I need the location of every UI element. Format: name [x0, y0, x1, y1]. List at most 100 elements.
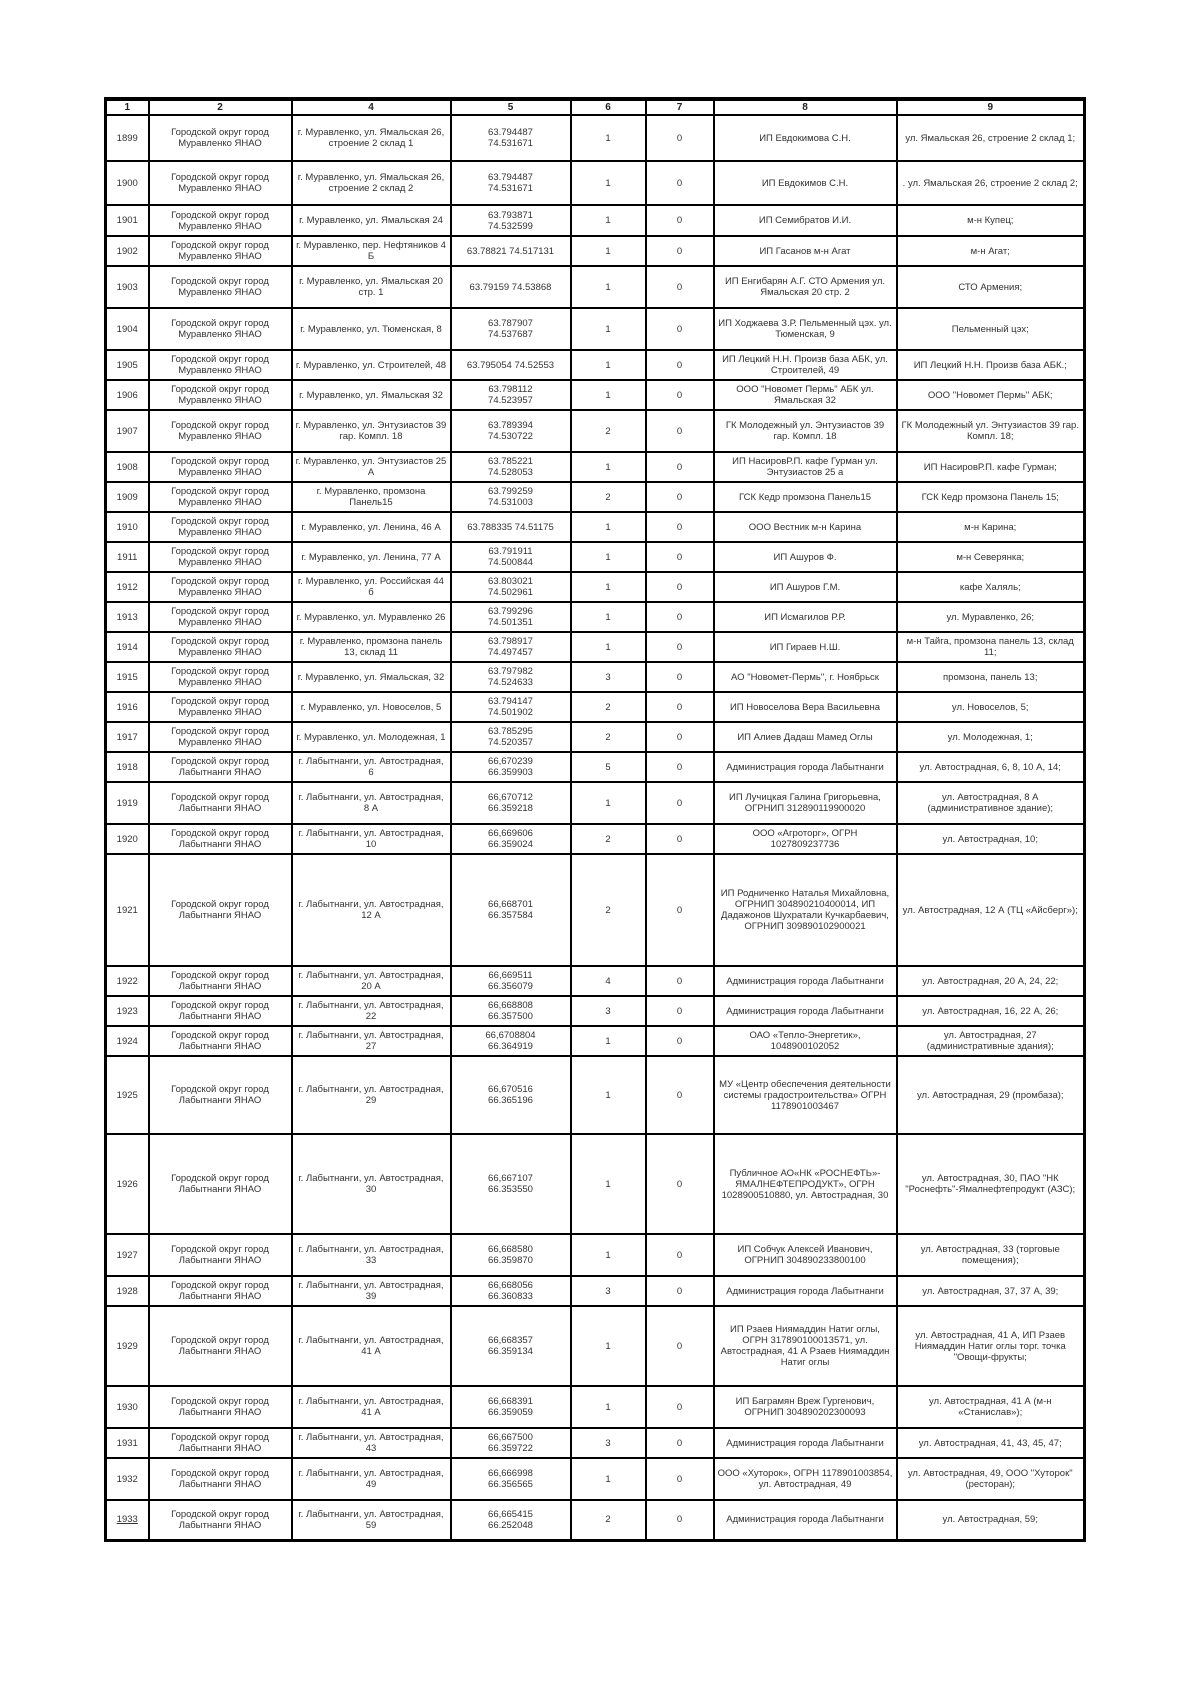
cell-count: 1 [569, 781, 647, 825]
cell-count: 1 [569, 511, 647, 543]
cell-address: г. Муравленко, ул. Российская 44 б [290, 571, 452, 603]
cell-coordinates: 63.797982 74.524633 [449, 661, 572, 693]
cell-row-number: 1912 [104, 571, 150, 603]
cell-objects: промзона, панель 13; [895, 661, 1086, 693]
column-header-4: 4 [290, 97, 452, 116]
cell-row-number: 1913 [104, 601, 150, 633]
cell-objects: м-н Северянка; [895, 541, 1086, 573]
cell-entity: Публичное АО«НК «РОСНЕФТЬ»-ЯМАЛНЕФТЕПРОД… [712, 1133, 898, 1235]
cell-district: Городской округ город Лабытнанги ЯНАО [147, 781, 293, 825]
cell-objects: ул. Автострадная, 41 А (м-н «Станислав»)… [895, 1385, 1086, 1429]
cell-district: Городской округ город Лабытнанги ЯНАО [147, 1305, 293, 1387]
cell-objects: ул. Автострадная, 41, 43, 45, 47; [895, 1427, 1086, 1459]
cell-coordinates: 63.798917 74.497457 [449, 631, 572, 663]
cell-district: Городской округ город Муравленко ЯНАО [147, 349, 293, 381]
cell-coordinates: 63.787907 74.537687 [449, 307, 572, 351]
cell-entity: Администрация города Лабытнанги [712, 1499, 898, 1541]
cell-coordinates: 63.79159 74.53868 [449, 265, 572, 309]
cell-zero: 0 [644, 541, 715, 573]
cell-zero: 0 [644, 481, 715, 513]
table-row: 1915 Городской округ город Муравленко ЯНА… [104, 661, 1086, 693]
column-header-6: 6 [569, 97, 647, 116]
cell-address: г. Лабытнанги, ул. Автострадная, 8 А [290, 781, 452, 825]
cell-count: 3 [569, 995, 647, 1027]
cell-district: Городской округ город Муравленко ЯНАО [147, 379, 293, 411]
cell-count: 3 [569, 1427, 647, 1459]
table-row: 1920 Городской округ город Лабытнанги ЯНА… [104, 823, 1086, 855]
table-row: 1932 Городской округ город Лабытнанги ЯНА… [104, 1457, 1086, 1501]
cell-district: Городской округ город Муравленко ЯНАО [147, 265, 293, 309]
cell-district: Городской округ город Лабытнанги ЯНАО [147, 995, 293, 1027]
cell-row-number: 1908 [104, 451, 150, 483]
cell-coordinates: 66,668580 66.359870 [449, 1233, 572, 1277]
table-row: 1923 Городской округ город Лабытнанги ЯНА… [104, 995, 1086, 1027]
cell-address: г. Лабытнанги, ул. Автострадная, 27 [290, 1025, 452, 1057]
table-row: 1901 Городской округ город Муравленко ЯНА… [104, 204, 1086, 237]
cell-district: Городской округ город Муравленко ЯНАО [147, 601, 293, 633]
cell-row-number: 1907 [104, 409, 150, 453]
cell-address: г. Муравленко, пер. Нефтяников 4 Б [290, 235, 452, 267]
cell-district: Городской округ город Муравленко ЯНАО [147, 571, 293, 603]
cell-coordinates: 66,665415 66.252048 [449, 1499, 572, 1541]
cell-coordinates: 63.803021 74.502961 [449, 571, 572, 603]
cell-zero: 0 [644, 1133, 715, 1235]
table-row: 1925 Городской округ город Лабытнанги ЯНА… [104, 1055, 1086, 1135]
cell-address: г. Лабытнанги, ул. Автострадная, 12 А [290, 853, 452, 967]
cell-district: Городской округ город Муравленко ЯНАО [147, 204, 293, 237]
table-row: 1908 Городской округ город Муравленко ЯНА… [104, 451, 1086, 483]
cell-row-number: 1933 [104, 1499, 150, 1541]
cell-address: г. Лабытнанги, ул. Автострадная, 20 А [290, 965, 452, 997]
cell-entity: ИП Ходжаева З.Р. Пельменный цэх. ул. Тюм… [712, 307, 898, 351]
table-row: 1917 Городской округ город Муравленко ЯНА… [104, 721, 1086, 753]
table-row: 1924 Городской округ город Лабытнанги ЯНА… [104, 1025, 1086, 1057]
table-row: 1913 Городской округ город Муравленко ЯНА… [104, 601, 1086, 633]
cell-objects: ул. Автострадная, 12 А (ТЦ «Айсберг»); [895, 853, 1086, 967]
cell-row-number: 1915 [104, 661, 150, 693]
cell-address: г. Муравленко, ул. Муравленко 26 [290, 601, 452, 633]
cell-row-number: 1904 [104, 307, 150, 351]
cell-objects: ул. Молодежная, 1; [895, 721, 1086, 753]
cell-coordinates: 63.798112 74.523957 [449, 379, 572, 411]
cell-zero: 0 [644, 349, 715, 381]
cell-row-number: 1918 [104, 751, 150, 783]
cell-address: г. Муравленко, ул. Ямальская 20 стр. 1 [290, 265, 452, 309]
cell-objects: ООО "Новомет Пермь" АБК; [895, 379, 1086, 411]
table-row: 1928 Городской округ город Лабытнанги ЯНА… [104, 1275, 1086, 1307]
cell-count: 2 [569, 823, 647, 855]
cell-address: г. Лабытнанги, ул. Автострадная, 10 [290, 823, 452, 855]
table-row: 1933 Городской округ город Лабытнанги ЯНА… [104, 1499, 1086, 1541]
table-row: 1911 Городской округ город Муравленко ЯНА… [104, 541, 1086, 573]
cell-zero: 0 [644, 451, 715, 483]
cell-address: г. Муравленко, ул. Энтузиастов 39 гар. К… [290, 409, 452, 453]
cell-zero: 0 [644, 823, 715, 855]
cell-entity: ООО Вестник м-н Карина [712, 511, 898, 543]
cell-address: г. Лабытнанги, ул. Автострадная, 33 [290, 1233, 452, 1277]
table-row: 1900 Городской округ город Муравленко ЯНА… [104, 160, 1086, 206]
cell-address: г. Лабытнанги, ул. Автострадная, 59 [290, 1499, 452, 1541]
cell-entity: ИП Собчук Алексей Иванович, ОГРНИП 30489… [712, 1233, 898, 1277]
cell-entity: ИП Алиев Дадаш Мамед Оглы [712, 721, 898, 753]
cell-zero: 0 [644, 307, 715, 351]
cell-district: Городской округ город Лабытнанги ЯНАО [147, 853, 293, 967]
cell-objects: ул. Автострадная, 8 А (административное … [895, 781, 1086, 825]
cell-district: Городской округ город Лабытнанги ЯНАО [147, 1457, 293, 1501]
cell-row-number: 1902 [104, 235, 150, 267]
table-row: 1926 Городской округ город Лабытнанги ЯНА… [104, 1133, 1086, 1235]
cell-count: 1 [569, 571, 647, 603]
column-header-9: 9 [895, 97, 1086, 116]
cell-coordinates: 63.791911 74.500844 [449, 541, 572, 573]
table-row: 1930 Городской округ город Лабытнанги ЯНА… [104, 1385, 1086, 1429]
cell-coordinates: 66,666998 66.356565 [449, 1457, 572, 1501]
cell-entity: Администрация города Лабытнанги [712, 751, 898, 783]
cell-row-number: 1916 [104, 691, 150, 723]
cell-district: Городской округ город Муравленко ЯНАО [147, 511, 293, 543]
cell-zero: 0 [644, 114, 715, 162]
cell-count: 5 [569, 751, 647, 783]
cell-count: 1 [569, 1385, 647, 1429]
cell-count: 1 [569, 1305, 647, 1387]
cell-entity: ИП Гасанов м-н Агат [712, 235, 898, 267]
cell-district: Городской округ город Лабытнанги ЯНАО [147, 1385, 293, 1429]
cell-zero: 0 [644, 1499, 715, 1541]
cell-district: Городской округ город Муравленко ЯНАО [147, 160, 293, 206]
cell-zero: 0 [644, 1305, 715, 1387]
